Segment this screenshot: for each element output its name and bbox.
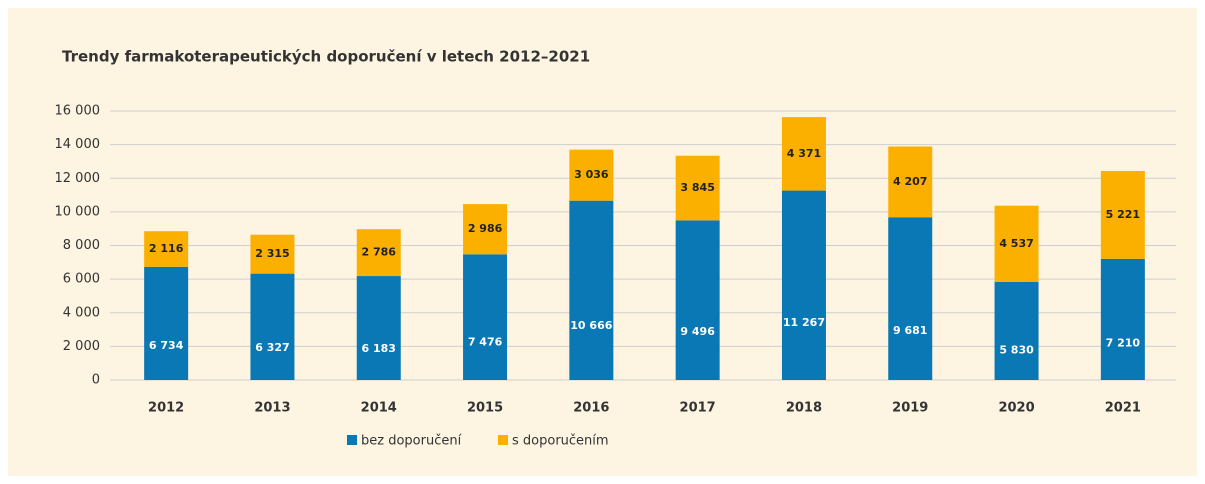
x-tick-label: 2020 bbox=[998, 401, 1034, 416]
data-label: 4 371 bbox=[787, 147, 821, 160]
legend-swatch bbox=[498, 435, 508, 445]
bar-segment bbox=[675, 155, 720, 221]
bar-segment bbox=[144, 231, 189, 267]
data-label: 2 986 bbox=[468, 222, 503, 235]
x-tick-label: 2015 bbox=[467, 401, 503, 416]
data-label: 7 210 bbox=[1106, 337, 1141, 350]
bar-segment bbox=[463, 204, 508, 255]
y-tick-label: 2 000 bbox=[63, 339, 100, 354]
x-tick-label: 2016 bbox=[573, 401, 609, 416]
data-label: 5 221 bbox=[1106, 208, 1140, 221]
data-label: 5 830 bbox=[999, 344, 1034, 357]
data-label: 2 315 bbox=[255, 247, 289, 260]
bar-segment bbox=[888, 217, 933, 380]
bar-segment bbox=[675, 220, 720, 380]
x-tick-label: 2018 bbox=[786, 401, 822, 416]
data-label: 3 845 bbox=[680, 181, 714, 194]
y-tick-label: 6 000 bbox=[63, 272, 100, 287]
bar-segment bbox=[1100, 258, 1145, 380]
bar-segment bbox=[250, 273, 295, 380]
bar-segment bbox=[144, 266, 189, 380]
data-label: 7 476 bbox=[468, 335, 503, 348]
x-tick-label: 2017 bbox=[680, 401, 716, 416]
y-tick-label: 16 000 bbox=[55, 104, 101, 119]
bar-segment bbox=[781, 117, 826, 191]
y-tick-label: 14 000 bbox=[55, 137, 101, 152]
x-tick-label: 2019 bbox=[892, 401, 928, 416]
data-label: 4 537 bbox=[999, 237, 1033, 250]
bar-segment bbox=[994, 281, 1039, 380]
data-label: 10 666 bbox=[570, 319, 612, 332]
data-label: 6 734 bbox=[149, 339, 184, 352]
data-label: 2 116 bbox=[149, 242, 184, 255]
data-label: 11 267 bbox=[783, 316, 825, 329]
data-label: 3 036 bbox=[574, 168, 609, 181]
chart-title: Trendy farmakoterapeutických doporučení … bbox=[62, 48, 590, 66]
bar-segment bbox=[1100, 171, 1145, 259]
x-tick-label: 2014 bbox=[361, 401, 397, 416]
data-label: 6 327 bbox=[255, 341, 289, 354]
data-label: 4 207 bbox=[893, 175, 927, 188]
bar-segment bbox=[356, 276, 401, 380]
bar-segment bbox=[569, 200, 614, 380]
legend-swatch bbox=[347, 435, 357, 445]
data-label: 2 786 bbox=[362, 246, 397, 259]
bar-segment bbox=[569, 149, 614, 201]
data-label: 9 681 bbox=[893, 324, 927, 337]
y-tick-label: 12 000 bbox=[55, 171, 101, 186]
y-tick-label: 10 000 bbox=[55, 204, 101, 219]
y-tick-label: 8 000 bbox=[63, 238, 100, 253]
bar-segment bbox=[994, 205, 1039, 282]
legend-label: bez doporučení bbox=[361, 434, 462, 449]
data-label: 9 496 bbox=[680, 325, 715, 338]
legend-label: s doporučením bbox=[512, 434, 609, 449]
data-label: 6 183 bbox=[362, 342, 396, 355]
x-tick-label: 2013 bbox=[254, 401, 290, 416]
bar-segment bbox=[250, 234, 295, 274]
x-tick-label: 2012 bbox=[148, 401, 184, 416]
y-tick-label: 0 bbox=[92, 373, 100, 388]
bar-segment bbox=[781, 190, 826, 380]
y-tick-label: 4 000 bbox=[63, 305, 100, 320]
x-tick-label: 2021 bbox=[1105, 401, 1141, 416]
bar-segment bbox=[356, 229, 401, 277]
bar-segment bbox=[888, 146, 933, 218]
bar-segment bbox=[463, 254, 508, 380]
